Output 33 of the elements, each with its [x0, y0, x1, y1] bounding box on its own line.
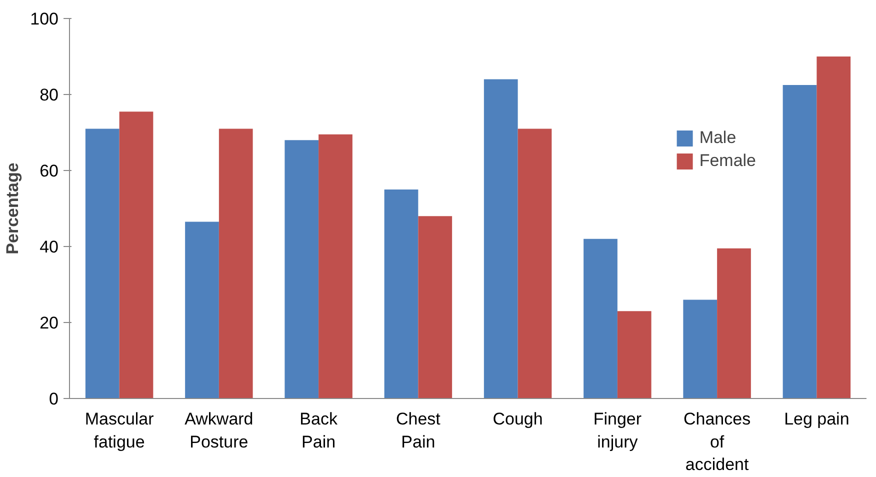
legend-label: Female — [699, 151, 756, 171]
bar — [484, 79, 518, 398]
y-tick-label: 80 — [40, 86, 59, 104]
bar — [85, 128, 120, 398]
bar — [418, 216, 452, 398]
bar — [119, 112, 154, 398]
bar — [318, 134, 352, 398]
bar — [617, 311, 652, 398]
legend-label: Male — [699, 128, 736, 148]
x-tick-label: Finger injury — [593, 410, 642, 452]
y-tick-label: 20 — [40, 314, 59, 332]
bar — [683, 300, 718, 398]
bar — [717, 248, 751, 398]
bar — [782, 85, 817, 398]
x-tick-label: Cough — [492, 410, 543, 428]
y-tick-label: 100 — [30, 10, 59, 28]
y-tick-label: 0 — [49, 390, 59, 408]
x-tick-label: Mascular fatigue — [84, 410, 154, 452]
bar — [284, 140, 319, 398]
y-tick-label: 60 — [40, 162, 59, 180]
bar — [816, 56, 851, 398]
x-tick-label: Back Pain — [300, 410, 338, 452]
bar — [518, 128, 552, 398]
bar — [584, 238, 618, 398]
bar — [384, 190, 418, 398]
x-tick-label: Awkward Posture — [184, 410, 254, 452]
bar — [185, 222, 219, 398]
y-tick-label: 40 — [40, 238, 59, 256]
x-tick-label: Chances of accident — [684, 410, 751, 474]
y-axis-title: Percentage — [3, 162, 22, 254]
x-tick-label: Chest Pain — [396, 410, 441, 452]
x-tick-label: Leg pain — [784, 410, 850, 428]
bar — [218, 128, 253, 398]
